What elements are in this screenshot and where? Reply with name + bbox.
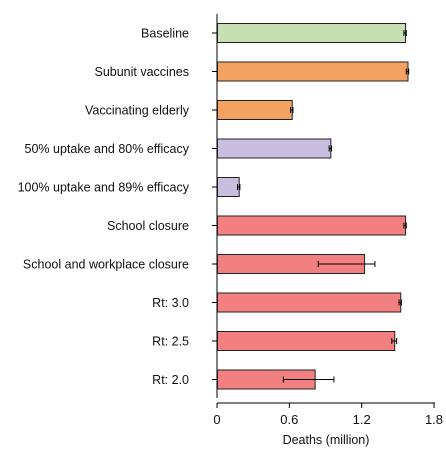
bar-group: 50% uptake and 80% efficacy <box>25 138 333 159</box>
bar <box>217 100 293 120</box>
bar <box>217 177 240 197</box>
category-label: Vaccinating elderly <box>85 104 190 118</box>
category-label: Subunit vaccines <box>94 65 189 79</box>
x-tick-label: 1.8 <box>425 412 443 427</box>
x-ticks-layer: 0 0.6 1.2 1.8 <box>213 403 443 427</box>
bars-layer: Baseline Subunit vaccines Vaccinating elde… <box>18 23 410 390</box>
bar <box>217 23 407 43</box>
bar-group: School closure <box>107 215 407 236</box>
bar-group: Baseline <box>141 23 407 43</box>
error-bar <box>398 299 402 306</box>
x-tick-label: 1.2 <box>353 412 371 427</box>
bar-group: Rt: 2.5 <box>152 331 398 351</box>
error-bar <box>403 222 407 229</box>
error-bar <box>391 338 398 344</box>
bar-group: 100% uptake and 89% efficacy <box>18 177 241 197</box>
category-label: Rt: 2.0 <box>152 373 189 387</box>
category-label: 100% uptake and 89% efficacy <box>18 181 190 195</box>
bar-group: School and workplace closure <box>23 254 376 274</box>
bar <box>217 292 402 313</box>
category-label: School and workplace closure <box>23 258 189 272</box>
error-bar <box>328 145 333 152</box>
x-tick-label: 0.6 <box>280 412 298 427</box>
error-bar <box>405 68 410 75</box>
bar <box>217 215 407 236</box>
bar <box>217 331 396 351</box>
x-axis-title: Deaths (million) <box>283 433 370 447</box>
bar-group: Vaccinating elderly <box>85 100 294 120</box>
bar-group: Subunit vaccines <box>94 61 410 82</box>
error-bar <box>403 30 407 36</box>
bar <box>217 138 332 159</box>
category-label: 50% uptake and 80% efficacy <box>25 142 190 156</box>
bar-group: Rt: 2.0 <box>152 369 335 390</box>
error-bar <box>282 376 335 383</box>
category-label: Baseline <box>141 27 189 41</box>
bar-group: Rt: 3.0 <box>152 292 402 313</box>
error-bar <box>290 107 294 113</box>
category-label: Rt: 2.5 <box>152 335 189 349</box>
x-tick-label: 0 <box>213 412 220 427</box>
category-label: Rt: 3.0 <box>152 296 189 310</box>
error-bar <box>317 261 376 267</box>
error-bar <box>236 184 241 190</box>
category-label: School closure <box>107 219 189 233</box>
bar <box>217 61 409 82</box>
